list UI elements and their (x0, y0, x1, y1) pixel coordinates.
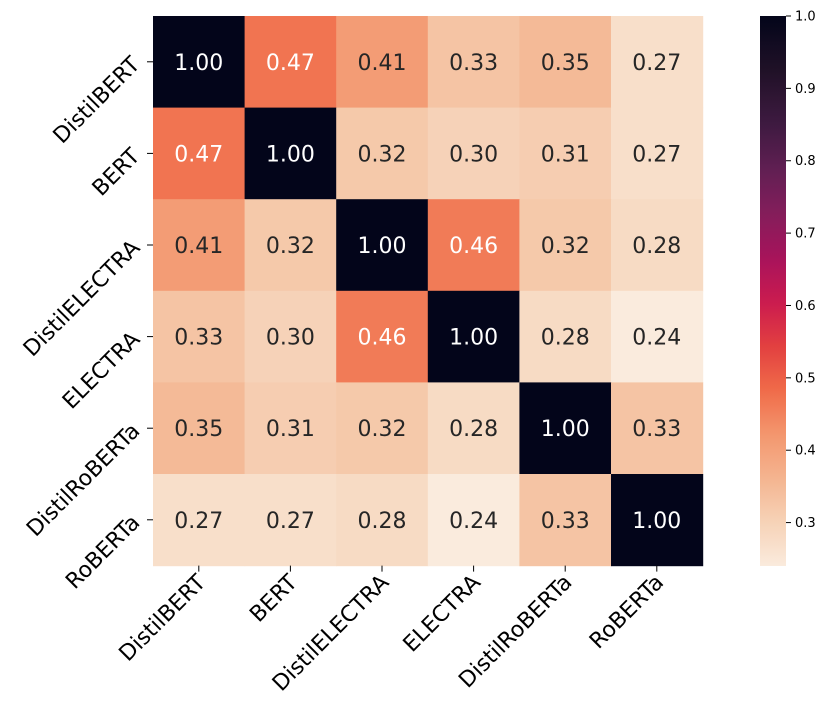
cell-value-label: 0.41 (358, 51, 407, 76)
heatmap-cell-r0-c1 (244, 16, 337, 109)
cell-value-label: 0.32 (266, 234, 315, 259)
cell-value-label: 0.46 (358, 326, 407, 351)
heatmap-cell-r3-c3 (427, 290, 520, 383)
cell-value-label: 0.24 (449, 509, 498, 534)
colorbar-tick-label: 0.7 (795, 227, 816, 242)
heatmap-cell-r2-c1 (244, 199, 337, 292)
cell-value-label: 0.27 (266, 509, 315, 534)
heatmap-cell-r4-c1 (244, 382, 337, 475)
heatmap-cell-r2-c0 (153, 199, 246, 292)
cell-value-label: 0.33 (632, 417, 681, 442)
cell-value-label: 1.00 (449, 326, 498, 351)
cell-value-label: 0.27 (174, 509, 223, 534)
colorbar-tick-label: 0.4 (795, 444, 816, 459)
heatmap-cell-r1-c5 (611, 107, 704, 200)
cell-value-label: 0.47 (174, 142, 223, 167)
cell-value-label: 0.47 (266, 51, 315, 76)
heatmap-cell-r3-c4 (519, 290, 612, 383)
cell-value-labels: 1.00 0.47 0.41 0.33 0.35 0.27 0.47 1.00 0.32 0.30… (174, 51, 681, 534)
colorbar-tick-label: 0.6 (795, 299, 816, 314)
cell-value-label: 1.00 (266, 142, 315, 167)
y-tick-label: BERT (88, 144, 146, 202)
cell-value-label: 0.33 (449, 51, 498, 76)
heatmap-cell-r5-c1 (244, 474, 337, 567)
cell-value-label: 1.00 (358, 234, 407, 259)
heatmap-cell-r4-c3 (427, 382, 520, 475)
heatmap-cell-r3-c5 (611, 290, 704, 383)
cell-value-label: 0.30 (449, 142, 498, 167)
heatmap-cell-r1-c4 (519, 107, 612, 200)
cell-value-label: 0.27 (632, 142, 681, 167)
y-tick-label: ELECTRA (58, 327, 145, 414)
cell-value-label: 0.24 (632, 326, 681, 351)
heatmap-cell-r4-c2 (336, 382, 429, 475)
heatmap-cell-r0-c4 (519, 16, 612, 109)
heatmap-cell-r4-c5 (611, 382, 704, 475)
cell-value-label: 0.28 (449, 417, 498, 442)
colorbar-tick-label: 0.9 (795, 82, 816, 97)
heatmap-cell-r0-c2 (336, 16, 429, 109)
x-tick-label: RoBERTa (585, 570, 669, 654)
cell-value-label: 0.28 (632, 234, 681, 259)
colorbar-tick-label: 0.5 (795, 371, 816, 386)
heatmap-cell-r0-c0 (153, 16, 246, 109)
x-tick-label: BERT (245, 570, 303, 628)
x-tick-label: ELECTRA (399, 570, 486, 657)
heatmap-cell-r3-c2 (336, 290, 429, 383)
cell-value-label: 0.32 (358, 417, 407, 442)
x-tick-label: DistilBERT (115, 570, 212, 667)
heatmap-cell-r3-c0 (153, 290, 246, 383)
heatmap-cell-r3-c1 (244, 290, 337, 383)
cell-value-label: 0.27 (632, 51, 681, 76)
cell-value-label: 0.28 (541, 326, 590, 351)
heatmap-cell-r1-c3 (427, 107, 520, 200)
cell-value-label: 0.41 (174, 234, 223, 259)
heatmap-cells (153, 16, 704, 567)
y-tick-label: DistilBERT (49, 52, 146, 149)
cell-value-label: 1.00 (632, 509, 681, 534)
colorbar-tick-label: 0.3 (795, 516, 816, 531)
cell-value-label: 1.00 (174, 51, 223, 76)
heatmap-cell-r5-c0 (153, 474, 246, 567)
y-tick-label: RoBERTa (61, 510, 145, 594)
heatmap-cell-r2-c5 (611, 199, 704, 292)
heatmap-cell-r0-c5 (611, 16, 704, 109)
heatmap-cell-r2-c4 (519, 199, 612, 292)
colorbar-tick-label: 0.8 (795, 154, 816, 169)
heatmap-cell-r0-c3 (427, 16, 520, 109)
cell-value-label: 0.31 (541, 142, 590, 167)
cell-value-label: 0.33 (174, 326, 223, 351)
heatmap-cell-r4-c4 (519, 382, 612, 475)
heatmap-cell-r5-c3 (427, 474, 520, 567)
heatmap-cell-r2-c3 (427, 199, 520, 292)
colorbar: 0.3 0.4 0.5 0.6 0.7 0.8 0.9 1.0 (760, 10, 816, 566)
cell-value-label: 0.32 (541, 234, 590, 259)
heatmap-cell-r2-c2 (336, 199, 429, 292)
heatmap-cell-r5-c2 (336, 474, 429, 567)
colorbar-tick-label: 1.0 (795, 10, 816, 25)
cell-value-label: 0.35 (541, 51, 590, 76)
cell-value-label: 0.46 (449, 234, 498, 259)
heatmap-cell-r4-c0 (153, 382, 246, 475)
heatmap-cell-r5-c4 (519, 474, 612, 567)
cell-value-label: 0.31 (266, 417, 315, 442)
cell-value-label: 0.33 (541, 509, 590, 534)
heatmap-cell-r5-c5 (611, 474, 704, 567)
cell-value-label: 0.32 (358, 142, 407, 167)
colorbar-gradient (760, 16, 786, 566)
heatmap-cell-r1-c0 (153, 107, 246, 200)
cell-value-label: 0.35 (174, 417, 223, 442)
cell-value-label: 1.00 (541, 417, 590, 442)
y-axis: DistilBERTBERTDistilELECTRAELECTRADistil… (19, 52, 153, 594)
heatmap-cell-r1-c1 (244, 107, 337, 200)
heatmap-cell-r1-c2 (336, 107, 429, 200)
cell-value-label: 0.28 (358, 509, 407, 534)
cell-value-label: 0.30 (266, 326, 315, 351)
